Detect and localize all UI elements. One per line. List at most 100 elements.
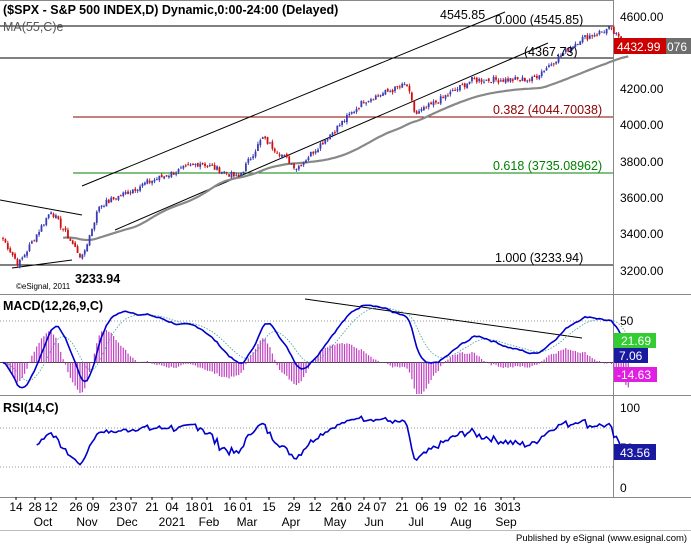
candle-body — [23, 254, 26, 258]
candle-body — [564, 48, 567, 53]
candle-body — [314, 151, 317, 153]
candle-body — [523, 78, 526, 82]
candle-body — [391, 90, 394, 93]
candle-body — [28, 244, 31, 251]
candle-body — [69, 239, 72, 241]
x-month-tick: Sep — [495, 515, 517, 529]
candle-body — [367, 100, 370, 102]
candle-body — [33, 240, 36, 242]
candle-body — [160, 174, 163, 178]
rsi-tick: 100 — [620, 401, 640, 415]
candle-body — [483, 81, 485, 83]
price-tick: 4000.00 — [620, 118, 664, 132]
candle-body — [403, 84, 406, 86]
candle-body — [293, 163, 295, 169]
candle-body — [276, 152, 279, 154]
candle-body — [67, 229, 69, 239]
candle-body — [180, 167, 182, 169]
candle-body — [249, 158, 252, 160]
candle-body — [471, 76, 473, 82]
candle-body — [182, 165, 185, 169]
candle-body — [608, 26, 610, 29]
candle-body — [216, 166, 218, 170]
candle-body — [64, 228, 67, 231]
candle-body — [386, 88, 389, 92]
candle-body — [567, 48, 570, 52]
candle-body — [377, 95, 380, 97]
candle-body — [240, 173, 242, 176]
candle-body — [533, 75, 536, 78]
candle-body — [487, 78, 490, 81]
candle-body — [107, 199, 110, 203]
candle-body — [124, 192, 127, 194]
candle-body — [555, 62, 558, 64]
footer-text: Published by eSignal (www.esignal.com) — [516, 533, 687, 544]
rsi-label: RSI(14,C) — [3, 401, 59, 415]
candle-body — [259, 140, 262, 146]
x-day-tick: 14 — [9, 500, 23, 514]
candle-body — [317, 149, 319, 153]
x-month-tick: May — [324, 515, 347, 529]
macd-trend-line — [304, 298, 583, 339]
candle-body — [374, 95, 377, 100]
x-day-tick: 06 — [415, 500, 429, 514]
channel-lower-line — [114, 42, 549, 231]
last-price-badge: 4432.99 076 — [614, 38, 691, 54]
macd-label: MACD(12,26,9,C) — [3, 299, 103, 313]
candle-body — [346, 115, 348, 123]
candle-body — [281, 154, 283, 158]
price-panel — [0, 0, 691, 497]
price-tick: 4200.00 — [620, 82, 664, 96]
candle-body — [526, 80, 529, 82]
candle-body — [21, 257, 24, 260]
macd-signal-box — [614, 333, 656, 348]
candle-body — [199, 163, 202, 167]
candle-body — [432, 101, 435, 106]
x-day-tick: 21 — [145, 500, 159, 514]
candle-body — [557, 55, 560, 63]
candle-body — [252, 156, 255, 159]
candle-body — [447, 95, 449, 97]
candle-body — [415, 111, 418, 114]
candle-body — [343, 121, 346, 123]
candle-body — [615, 32, 618, 35]
candle-body — [194, 164, 197, 166]
macd-line-value: 7.06 — [619, 349, 643, 363]
candle-body — [499, 80, 502, 82]
candle-body — [331, 132, 334, 136]
candle-body — [584, 35, 586, 37]
candle-body — [550, 64, 553, 66]
candle-body — [321, 142, 324, 145]
candle-body — [59, 218, 62, 228]
candle-body — [242, 171, 245, 174]
candle-body — [50, 212, 52, 215]
candle-body — [456, 89, 459, 91]
candle-body — [119, 195, 122, 197]
candle-body — [333, 132, 336, 134]
candle-body — [497, 80, 500, 83]
candle-body — [117, 195, 120, 200]
candle-body — [492, 76, 495, 83]
candle-body — [350, 112, 353, 114]
candle-body — [139, 186, 141, 191]
candle-body — [170, 171, 173, 177]
x-day-tick: 19 — [433, 500, 447, 514]
candle-body — [576, 44, 579, 46]
candle-body — [88, 235, 91, 246]
macd-line-box — [614, 348, 648, 363]
rsi-value-box — [614, 444, 656, 460]
price-tick: 3800.00 — [620, 155, 664, 169]
chart-title: ($SPX - S&P 500 INDEX,D) Dynamic,0:00-24… — [3, 3, 338, 17]
candle-body — [6, 243, 9, 250]
macd-signal-value: 21.69 — [621, 334, 651, 348]
candle-body — [47, 214, 50, 218]
candle-body — [30, 241, 33, 244]
candle-body — [581, 36, 584, 43]
candle-body — [266, 137, 269, 145]
x-day-tick: 09 — [86, 500, 100, 514]
candle-body — [26, 251, 28, 256]
candle-body — [528, 79, 531, 81]
candle-body — [430, 102, 432, 105]
candle-body — [76, 246, 79, 253]
